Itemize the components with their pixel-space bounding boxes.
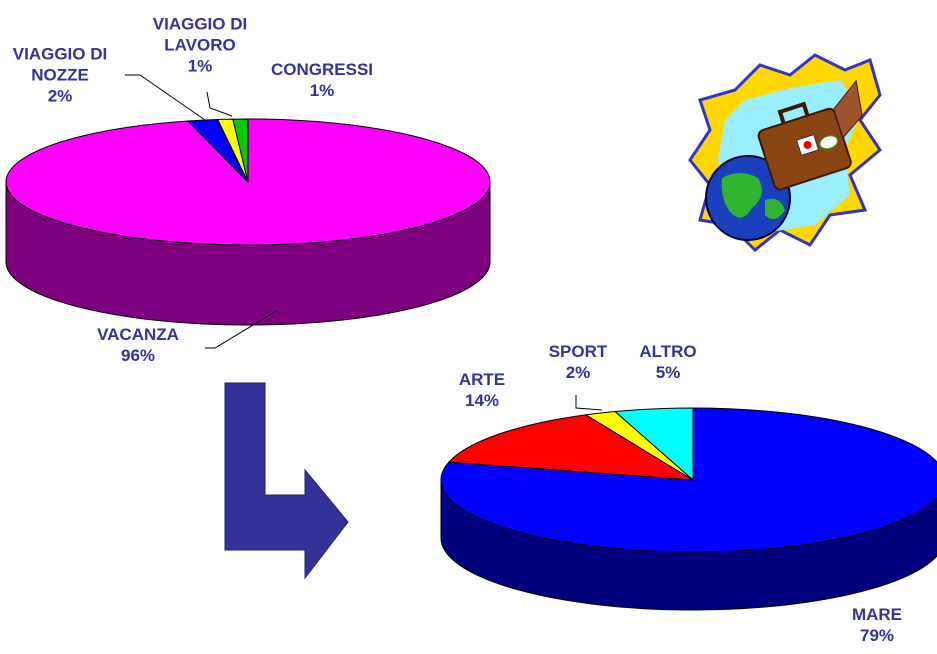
data-label: ALTRO 5% — [628, 341, 708, 383]
leader-line — [575, 395, 603, 411]
data-label: CONGRESSI 1% — [257, 59, 387, 101]
data-label: VACANZA 96% — [83, 324, 193, 366]
leader-line — [206, 91, 233, 117]
arrow — [224, 382, 349, 580]
slice-value: 96% — [120, 346, 156, 365]
leader-line — [125, 74, 206, 121]
slice-value: 1% — [309, 81, 335, 100]
slice-value: 1% — [187, 56, 213, 76]
slice-name: VACANZA — [97, 325, 179, 344]
globe-land — [721, 173, 785, 219]
slice-name: CONGRESSI — [270, 60, 374, 79]
slice-value: 2% — [565, 363, 591, 382]
data-label: VIAGGIO DI LAVORO 1% — [145, 14, 255, 77]
pie-slice — [447, 414, 694, 481]
slice-value: 5% — [655, 363, 681, 382]
slice-value: 79% — [859, 626, 895, 645]
slice-name: SPORT — [548, 342, 608, 361]
slice-name: ALTRO — [639, 342, 697, 361]
data-label: ARTE 14% — [442, 369, 522, 411]
pie-slice — [232, 118, 249, 183]
data-label: SPORT 2% — [538, 341, 618, 383]
slice-name: VIAGGIO DI NOZZE — [12, 44, 108, 85]
slice-value: 2% — [47, 86, 73, 106]
slice-name: MARE — [851, 605, 903, 624]
pie-slice — [613, 407, 694, 482]
suitcase — [757, 79, 863, 191]
slice-name: ARTE — [458, 370, 506, 389]
slice-name: VIAGGIO DI LAVORO — [152, 14, 248, 55]
data-label: VIAGGIO DI NOZZE 2% — [5, 44, 115, 107]
leader-line — [205, 309, 279, 349]
clip-art — [688, 53, 882, 253]
data-label: MARE 79% — [837, 604, 917, 646]
slice-value: 14% — [464, 391, 500, 410]
